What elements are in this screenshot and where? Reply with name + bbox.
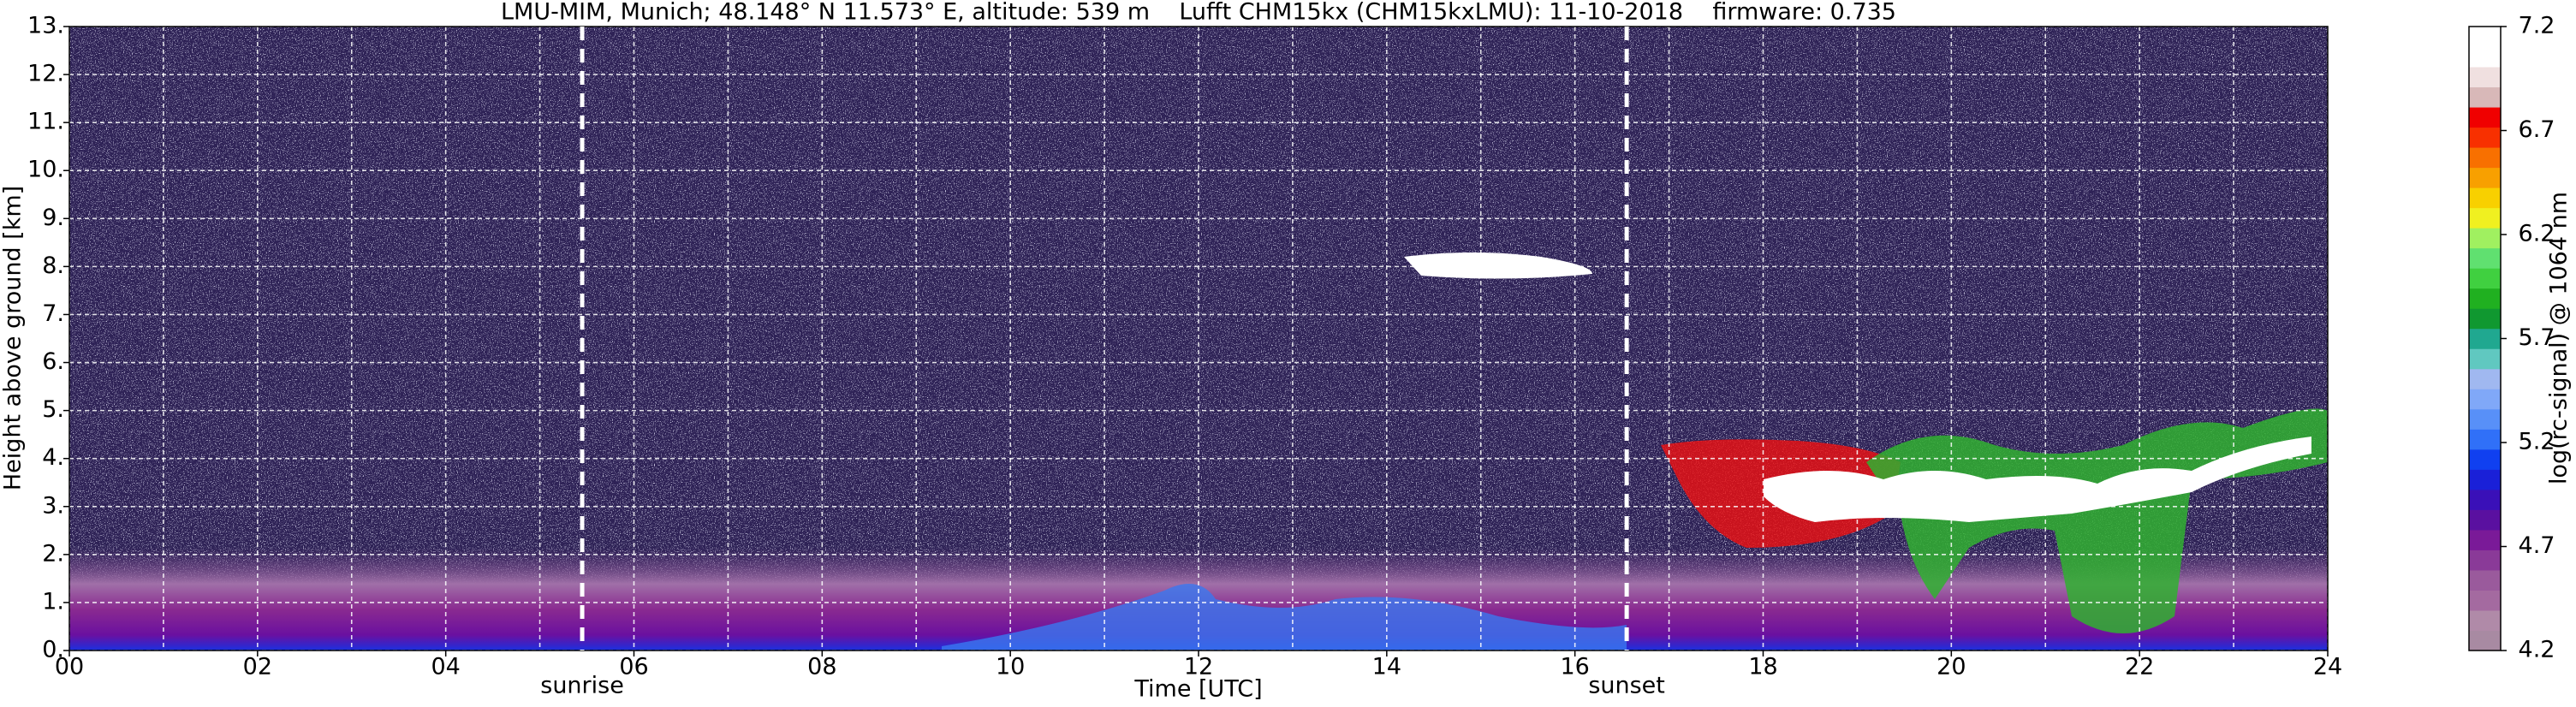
colorbar-segment (2469, 389, 2501, 410)
colorbar-segment (2469, 449, 2501, 470)
colorbar-label: log(rc-signal) @ 1064 nm (2546, 192, 2573, 484)
colorbar-segment (2469, 27, 2501, 48)
x-tick-label: 20 (1936, 654, 1966, 680)
cloud (1764, 437, 2311, 522)
colorbar-segment (2469, 328, 2501, 349)
colorbar-segment (2469, 429, 2501, 450)
colorbar-tick-label: 4.7 (2519, 532, 2555, 559)
colorbar-segment (2469, 167, 2501, 188)
y-tick-label: 11. (27, 109, 64, 135)
y-tick-label: 13. (27, 13, 64, 39)
colorbar-segment (2469, 67, 2501, 88)
colorbar-segment (2469, 569, 2501, 591)
colorbar-segment (2469, 86, 2501, 108)
colorbar-tick-label: 6.7 (2519, 116, 2555, 143)
colorbar-segment (2469, 590, 2501, 611)
colorbar-segment (2469, 630, 2501, 651)
colorbar-segment (2469, 408, 2501, 430)
x-tick-label: 00 (55, 654, 84, 680)
colorbar-segment (2469, 127, 2501, 148)
y-tick-label: 12. (27, 61, 64, 87)
grid (68, 26, 2329, 651)
x-tick-label: 12 (1184, 654, 1213, 680)
x-tick-label: 16 (1560, 654, 1589, 680)
x-tick-label: 22 (2125, 654, 2154, 680)
y-tick-label: 1. (42, 588, 64, 615)
colorbar-tick-label: 5.7 (2519, 324, 2555, 351)
chart-title: LMU-MIM, Munich; 48.148° N 11.573° E, al… (501, 0, 1896, 26)
x-tick-label: 04 (431, 654, 460, 680)
colorbar-segment (2469, 247, 2501, 269)
y-tick-label: 0. (42, 637, 64, 663)
x-tick-label: 10 (996, 654, 1025, 680)
colorbar-segment (2469, 147, 2501, 169)
x-tick-label: 24 (2313, 654, 2342, 680)
colorbar-segment (2469, 509, 2501, 531)
y-tick-label: 7. (42, 300, 64, 327)
y-tick-label: 9. (42, 205, 64, 231)
y-tick-label: 8. (42, 253, 64, 279)
colorbar-segment (2469, 489, 2501, 510)
colorbar-segment (2469, 46, 2501, 68)
x-tick-label: 02 (243, 654, 272, 680)
colorbar-segment (2469, 609, 2501, 631)
colorbar-segment (2469, 187, 2501, 209)
x-axis-label: Time [UTC] (1133, 676, 1262, 703)
colorbar-segment (2469, 469, 2501, 490)
y-tick-label: 3. (42, 492, 64, 519)
y-tick-label: 2. (42, 540, 64, 567)
colorbar-segment (2469, 228, 2501, 249)
y-tick-label: 10. (27, 157, 64, 183)
colorbar-segment (2469, 107, 2501, 128)
colorbar-segment (2469, 529, 2501, 550)
colorbar-segment (2469, 368, 2501, 389)
y-axis-label: Height above ground [km] (0, 186, 27, 490)
colorbar-tick-label: 4.2 (2519, 637, 2555, 663)
x-tick-label: 06 (619, 654, 648, 680)
y-tick-label: 5. (42, 396, 64, 423)
colorbar-tick-label: 5.2 (2519, 429, 2555, 455)
colorbar-segment (2469, 308, 2501, 330)
annotation-label: sunrise (540, 673, 624, 699)
annotation-label: sunset (1588, 673, 1665, 699)
colorbar-segment (2469, 288, 2501, 309)
colorbar-segment (2469, 348, 2501, 370)
colorbar: 4.2 4.7 5.2 5.7 6.2 6.7 7.2 (2468, 13, 2555, 663)
y-tick-label: 6. (42, 348, 64, 375)
x-tick-label: 14 (1372, 654, 1401, 680)
colorbar-segment (2469, 550, 2501, 571)
colorbar-segment (2469, 268, 2501, 289)
colorbar-tick-label: 6.2 (2519, 221, 2555, 247)
x-tick-label: 18 (1748, 654, 1777, 680)
colorbar-tick-label: 7.2 (2519, 13, 2555, 39)
y-tick-label: 4. (42, 444, 64, 471)
colorbar-segment (2469, 207, 2501, 229)
aerosol-layer (942, 584, 1627, 651)
x-tick-label: 08 (807, 654, 836, 680)
cloud (1404, 253, 1592, 279)
